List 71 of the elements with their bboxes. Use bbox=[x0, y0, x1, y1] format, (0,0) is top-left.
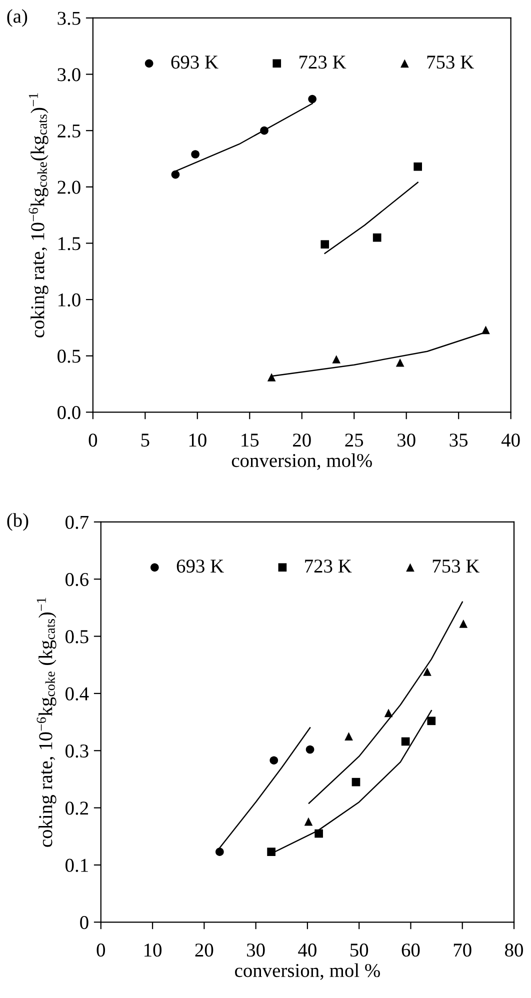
x-tick-label: 40 bbox=[501, 434, 520, 447]
x-tick-label: 80 bbox=[505, 944, 523, 957]
legend-label: 723 K bbox=[305, 560, 352, 573]
y-tick-label: 2.5 bbox=[58, 124, 80, 138]
y-tick-label: 3.0 bbox=[58, 68, 80, 82]
y-tick-label: 0.5 bbox=[58, 350, 80, 363]
point bbox=[427, 716, 436, 726]
point bbox=[270, 756, 278, 765]
x-tick-label: 50 bbox=[350, 944, 368, 957]
point bbox=[396, 358, 404, 367]
point bbox=[306, 745, 314, 754]
y-tick-label: 0.0 bbox=[58, 406, 80, 420]
y-tick-label: 0 bbox=[80, 916, 88, 930]
point bbox=[482, 326, 490, 334]
text: (b) bbox=[7, 513, 28, 531]
legend-label: 723 K bbox=[300, 56, 346, 69]
point bbox=[352, 778, 360, 786]
y-tick-label: 0.3 bbox=[66, 744, 88, 758]
y-tick-label: 1.0 bbox=[58, 293, 80, 307]
y-tick-label: 0.6 bbox=[66, 572, 89, 586]
x-tick-label: 20 bbox=[293, 434, 311, 447]
x-tick-label: 10 bbox=[189, 434, 206, 447]
x-tick-label: 5 bbox=[141, 434, 150, 447]
point bbox=[260, 126, 268, 135]
point bbox=[332, 355, 341, 364]
point bbox=[372, 233, 382, 242]
y-tick-label: 1.5 bbox=[58, 237, 80, 250]
x-tick-label: 70 bbox=[454, 944, 472, 957]
x-tick-label: 40 bbox=[298, 944, 316, 957]
legend-label: 753 K bbox=[427, 56, 474, 69]
y-axis-title: coking rate, 10$^{−6}$kg$_{coke}$(kg$_{cats}$)$^{−1}$ bbox=[28, 93, 48, 338]
y-tick-label: 2.0 bbox=[58, 180, 80, 194]
point bbox=[267, 373, 276, 382]
x-tick-label: 60 bbox=[402, 944, 420, 957]
point bbox=[414, 162, 422, 171]
x-tick-label: 0 bbox=[96, 944, 106, 957]
y-axis-title: coking rate, 10$^{−6}$kg$_{coke}$ (kg$_{cats}$)$^{−1}$ bbox=[36, 598, 56, 847]
x-tick-label: 15 bbox=[242, 434, 259, 447]
point bbox=[459, 620, 468, 628]
point bbox=[401, 737, 410, 746]
point bbox=[384, 708, 393, 718]
x-tick-label: 30 bbox=[247, 944, 265, 957]
x-axis-title: conversion, mol % bbox=[235, 963, 380, 980]
y-tick-label: 0.2 bbox=[66, 802, 88, 815]
point bbox=[267, 848, 276, 856]
point bbox=[423, 668, 432, 676]
point bbox=[304, 817, 313, 826]
point bbox=[344, 732, 353, 741]
point bbox=[191, 150, 200, 158]
x-tick-label: 10 bbox=[144, 944, 162, 957]
x-axis-title: conversion, mol% bbox=[232, 453, 372, 470]
y-tick-label: 0.4 bbox=[66, 687, 89, 700]
legend-label: 693 K bbox=[176, 560, 224, 573]
y-tick-label: 3.5 bbox=[58, 12, 80, 25]
x-tick-label: 25 bbox=[345, 434, 364, 447]
x-tick-label: 30 bbox=[398, 434, 416, 447]
x-tick-label: 20 bbox=[195, 944, 214, 957]
x-tick-label: 0 bbox=[88, 434, 98, 447]
point bbox=[171, 170, 180, 179]
point bbox=[314, 829, 323, 838]
legend-label: 753 K bbox=[432, 560, 480, 573]
point bbox=[215, 848, 224, 856]
point bbox=[308, 94, 316, 104]
point bbox=[320, 240, 330, 249]
y-tick-label: 0.5 bbox=[66, 630, 88, 644]
y-tick-label: 0.1 bbox=[66, 858, 88, 872]
text: (a) bbox=[7, 9, 28, 27]
legend-label: 693 K bbox=[171, 56, 218, 69]
x-tick-label: 35 bbox=[450, 434, 468, 447]
y-tick-label: 0.7 bbox=[66, 516, 89, 529]
line-series bbox=[308, 601, 463, 804]
